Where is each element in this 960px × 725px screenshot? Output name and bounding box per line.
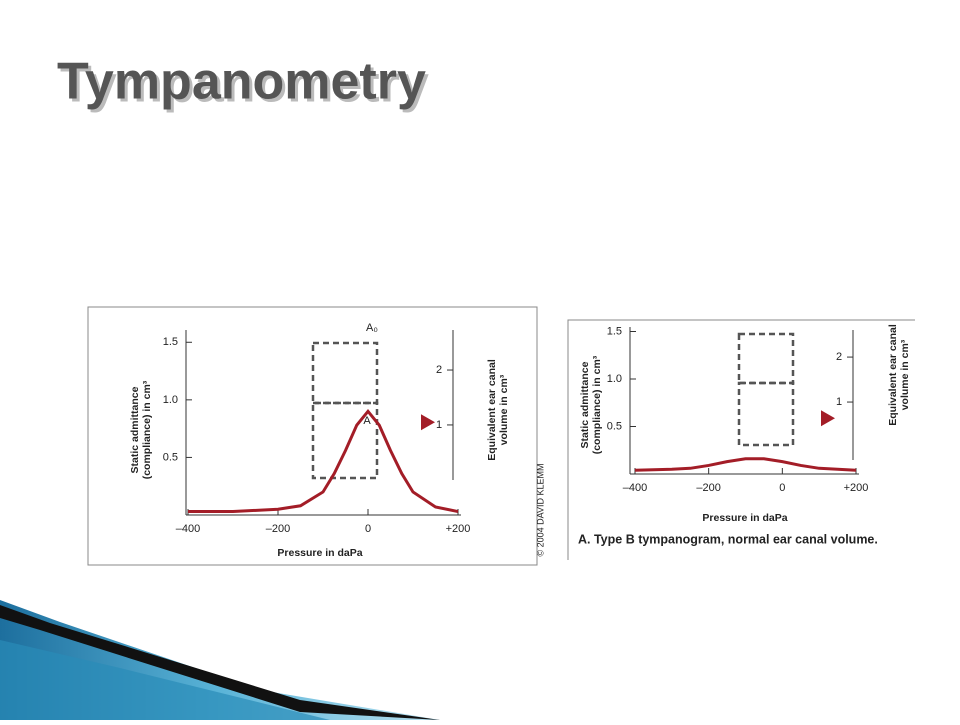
- slide-title: Tympanometry: [57, 53, 426, 111]
- range-box: [311, 401, 379, 480]
- y2-axis-label: Equivalent ear canal: [486, 359, 498, 461]
- x-tick-label: +200: [446, 523, 471, 535]
- y-axis-label: Static admittance: [579, 361, 591, 448]
- x-tick-label: –400: [623, 482, 647, 494]
- y-tick-label: 1.5: [163, 336, 178, 348]
- normal-range-boxes: [311, 332, 795, 480]
- x-tick-label: –200: [266, 523, 290, 535]
- y-axis-label: (compliance) in cm³: [141, 380, 153, 479]
- x-axis-label: Pressure in daPa: [702, 512, 787, 524]
- y-axis-label: (compliance) in cm³: [591, 355, 603, 454]
- y2-axis-label: Equivalent ear canal: [887, 324, 899, 426]
- y2-tick-label: 2: [836, 351, 842, 363]
- y-axis-label: Static admittance: [129, 386, 141, 473]
- y2-tick-label: 1: [436, 419, 442, 431]
- y2-axis-label: volume in cm³: [498, 374, 510, 445]
- x-axis-label: Pressure in daPa: [277, 547, 362, 559]
- y-tick-label: 0.5: [607, 420, 622, 432]
- y2-axis-label: volume in cm³: [899, 339, 911, 410]
- x-tick-label: –400: [176, 523, 200, 535]
- decor-swoosh-2: [0, 640, 330, 720]
- y2-tick-label: 1: [836, 396, 842, 408]
- caption: A. Type B tympanogram, normal ear canal …: [578, 532, 878, 546]
- curve: [634, 457, 857, 472]
- ear-canal-marker: [421, 414, 435, 431]
- annotation: A₀: [366, 322, 378, 334]
- x-tick-label: 0: [365, 523, 371, 535]
- range-box: [737, 381, 795, 447]
- y-tick-label: 1.5: [607, 325, 622, 337]
- range-box: [737, 332, 795, 385]
- x-tick-label: +200: [844, 482, 869, 494]
- title-shadow: Tympanometry: [60, 56, 429, 114]
- credit: © 2004 DAVID KLEMM: [535, 464, 545, 557]
- y-tick-label: 0.5: [163, 451, 178, 463]
- ear-canal-marker: [821, 410, 835, 427]
- y2-tick-label: 2: [436, 364, 442, 376]
- y-tick-label: 1.0: [163, 394, 178, 406]
- y-tick-label: 1.0: [607, 373, 622, 385]
- x-tick-label: –200: [696, 482, 720, 494]
- annotation: A: [363, 415, 371, 427]
- chart-frame: [567, 319, 915, 560]
- curve: [188, 408, 459, 514]
- x-tick-label: 0: [779, 482, 785, 494]
